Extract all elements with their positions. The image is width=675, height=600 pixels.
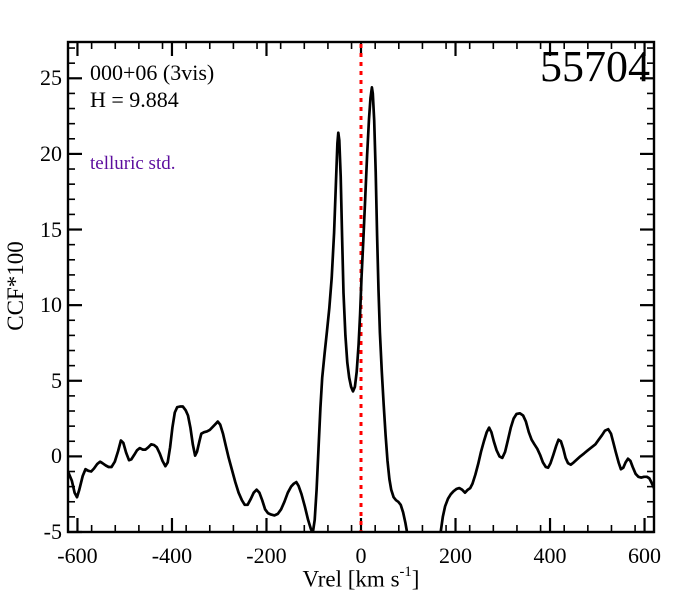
x-tick-label: -400 [151,543,193,568]
x-tick-label: 400 [533,543,567,568]
field-label: 000+06 (3vis) [90,60,215,85]
x-tick-label: 600 [628,543,662,568]
ccf-curve [68,86,654,532]
x-axis-label-sup: -1 [399,563,412,580]
epoch-label: 55704 [540,42,650,91]
y-tick-label: 15 [40,216,62,242]
x-tick-label: -200 [246,543,287,568]
telluric-std-label: telluric std. [90,153,176,174]
h-magnitude-label: H = 9.884 [90,87,179,112]
x-tick-label: 200 [439,543,473,568]
y-tick-label: 5 [51,367,62,393]
y-axis-label: CCF*100 [3,241,28,331]
x-axis-label: Vrel [km s-1] [211,563,511,593]
x-tick-label: -600 [57,543,98,568]
x-axis-label-pre: Vrel [km s [302,566,400,592]
y-tick-label: 25 [40,65,62,91]
y-tick-label: 0 [51,443,62,469]
x-axis-label-post: ] [411,566,420,592]
y-tick-label: 10 [40,292,62,318]
x-tick-label: 0 [355,543,367,568]
y-tick-label: -5 [43,519,62,544]
plot-frame [66,40,656,534]
y-tick-label: 20 [40,140,62,166]
